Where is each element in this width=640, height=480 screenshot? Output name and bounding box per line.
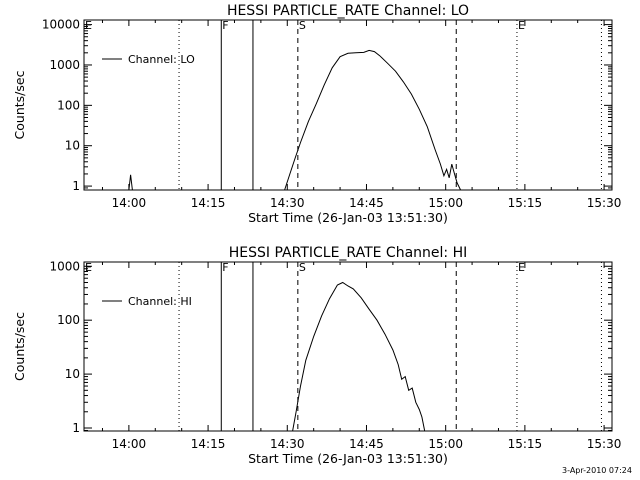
x-tick-label: 14:00	[112, 196, 147, 210]
y-tick-label: 1000	[49, 58, 80, 72]
plot-frame	[83, 261, 613, 432]
x-tick-label: 14:30	[270, 437, 305, 451]
time-marker-label: E	[518, 261, 525, 274]
x-tick-label: 15:30	[587, 437, 622, 451]
x-tick-label: 14:15	[191, 437, 226, 451]
x-axis-label: Start Time (26-Jan-03 13:51:30)	[248, 210, 448, 225]
time-marker-label: F	[222, 19, 228, 32]
x-axis-label: Start Time (26-Jan-03 13:51:30)	[248, 451, 448, 466]
x-tick-label: 15:30	[587, 196, 622, 210]
x-tick-label: 14:45	[349, 196, 384, 210]
y-tick-label: 1	[72, 421, 80, 435]
legend-label: Channel: LO	[128, 53, 195, 66]
x-tick-label: 15:15	[508, 437, 543, 451]
time-marker-label: E	[518, 19, 525, 32]
time-marker-label: E	[85, 261, 92, 274]
time-marker-label: S	[299, 19, 306, 32]
x-tick-label: 14:30	[270, 196, 305, 210]
time-marker-label: F	[222, 261, 228, 274]
y-tick-label: 10	[65, 139, 80, 153]
legend-label: Channel: HI	[128, 295, 192, 308]
y-tick-label: 10000	[42, 18, 80, 32]
x-tick-label: 15:00	[428, 196, 463, 210]
plot-frame	[83, 19, 613, 191]
y-axis-label: Counts/sec	[12, 312, 27, 381]
y-tick-label: 1	[72, 179, 80, 193]
x-tick-label: 15:00	[428, 437, 463, 451]
time-marker-label: S	[299, 261, 306, 274]
y-tick-label: 10	[65, 367, 80, 381]
x-tick-label: 14:15	[191, 196, 226, 210]
y-tick-label: 100	[57, 98, 80, 112]
series-line	[128, 174, 133, 191]
x-tick-label: 14:45	[349, 437, 384, 451]
y-tick-label: 100	[57, 313, 80, 327]
y-axis-label: Counts/sec	[12, 70, 27, 139]
time-marker-label: E	[85, 19, 92, 32]
x-tick-label: 15:15	[508, 196, 543, 210]
hi-channel-panel: HESSI PARTICLE_RATE Channel: HI E F S E 14:00…	[12, 245, 621, 466]
y-tick-label: 1000	[49, 259, 80, 273]
chart-title: HESSI PARTICLE_RATE Channel: HI	[229, 245, 467, 261]
chart-title: HESSI PARTICLE_RATE Channel: LO	[227, 3, 469, 19]
lo-channel-panel: HESSI PARTICLE_RATE Channel: LO E F S E 14:00…	[12, 3, 621, 225]
series-line	[292, 281, 426, 432]
print-timestamp: 3-Apr-2010 07:24	[562, 466, 632, 475]
x-tick-label: 14:00	[112, 437, 147, 451]
series-line	[284, 49, 462, 191]
